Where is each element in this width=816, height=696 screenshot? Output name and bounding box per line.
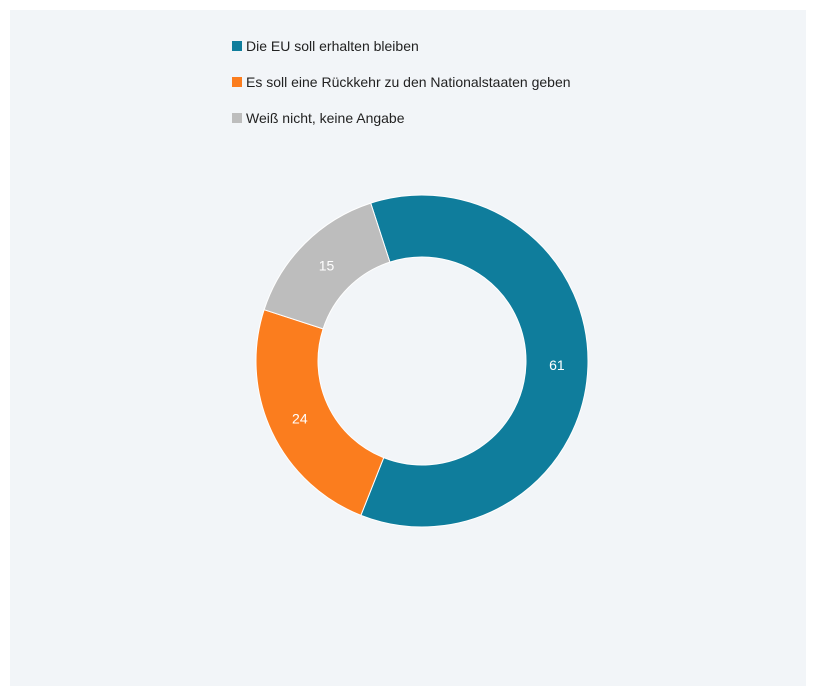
data-label-eu-remain: 61 [549, 357, 565, 373]
chart-panel: Die EU soll erhalten bleiben Es soll ein… [10, 10, 806, 686]
data-label-dont-know: 15 [319, 258, 335, 274]
legend-swatch-nation-states [232, 77, 242, 87]
legend-label-eu-remain: Die EU soll erhalten bleiben [246, 38, 419, 54]
legend-swatch-eu-remain [232, 41, 242, 51]
slice-dont-know [263, 202, 391, 330]
legend-label-dont-know: Weiß nicht, keine Angabe [246, 110, 405, 126]
legend: Die EU soll erhalten bleiben Es soll ein… [232, 36, 571, 144]
legend-item-dont-know: Weiß nicht, keine Angabe [232, 108, 571, 128]
donut-slices [255, 194, 589, 528]
donut-data-labels: 61 24 15 [292, 258, 565, 427]
legend-label-nation-states: Es soll eine Rückkehr zu den Nationalsta… [246, 74, 571, 90]
legend-item-nation-states: Es soll eine Rückkehr zu den Nationalsta… [232, 72, 571, 92]
legend-item-eu-remain: Die EU soll erhalten bleiben [232, 36, 571, 56]
legend-swatch-dont-know [232, 113, 242, 123]
data-label-nation-states: 24 [292, 410, 308, 426]
slice-eu-remain [360, 194, 589, 528]
slice-nation-states [255, 309, 385, 516]
